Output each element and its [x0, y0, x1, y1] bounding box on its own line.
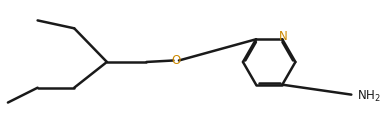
Text: O: O — [172, 55, 181, 67]
Text: NH$_2$: NH$_2$ — [357, 89, 381, 104]
Text: N: N — [279, 30, 288, 43]
